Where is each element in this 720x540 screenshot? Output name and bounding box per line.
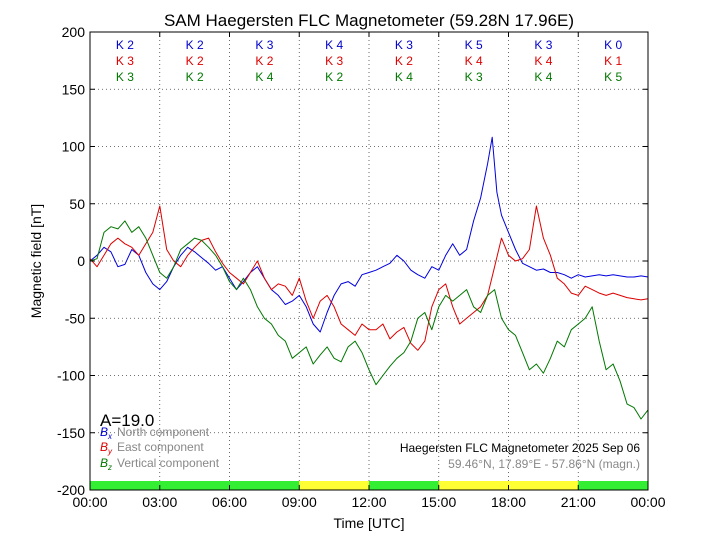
- k-index-z: K 4: [395, 70, 413, 84]
- k-index-z: K 2: [186, 70, 204, 84]
- k-index-x: K 2: [116, 38, 134, 52]
- k-index-x: K 4: [325, 38, 343, 52]
- k-index-y: K 4: [465, 54, 483, 68]
- x-axis-ticks: 00:00 03:00 06:00 09:00 12:00 15:00 18:00 21:00…: [72, 32, 666, 510]
- legend-label-north: North component: [117, 425, 210, 439]
- k-index-x: K 3: [395, 38, 413, 52]
- x-tick-label: 21:00: [561, 494, 596, 510]
- x-tick-label: 18:00: [491, 494, 526, 510]
- x-tick-label: 12:00: [351, 494, 386, 510]
- k-index-z: K 4: [255, 70, 273, 84]
- grid: [90, 32, 648, 490]
- legend-symbol-east: By: [100, 440, 113, 456]
- k-index-y: K 2: [186, 54, 204, 68]
- x-tick-label: 06:00: [212, 494, 247, 510]
- k-index-x: K 3: [534, 38, 552, 52]
- x-tick-label: 00:00: [72, 494, 107, 510]
- y-tick-label: -100: [57, 368, 85, 384]
- series-line-north-component: [89, 136, 649, 333]
- k-index-y: K 2: [255, 54, 273, 68]
- k-index-z: K 3: [116, 70, 134, 84]
- legend-label-east: East component: [117, 440, 204, 454]
- station-info-title: Haegersten FLC Magnetometer 2025 Sep 06: [400, 441, 640, 455]
- k-index-z: K 5: [604, 70, 622, 84]
- k-index-labels: K 2 K 3 K 3 K 2 K 2 K 2 K 3 K 2 K 4 K 4 K 3 K 2 K 3 K…: [116, 38, 623, 84]
- legend-label-vertical: Vertical component: [117, 456, 220, 470]
- station-info-coords: 59.46°N, 17.89°E - 57.86°N (magn.): [448, 457, 640, 471]
- activity-segment: [299, 481, 369, 490]
- k-index-y: K 3: [325, 54, 343, 68]
- series-line-vertical-component: [89, 220, 649, 420]
- legend-entry-north: Bx North component: [100, 425, 210, 441]
- activity-segment: [90, 481, 300, 490]
- k-index-x: K 2: [186, 38, 204, 52]
- series-lines: [89, 136, 649, 420]
- k-index-x: K 0: [604, 38, 622, 52]
- activity-segment: [369, 481, 439, 490]
- k-index-z: K 3: [465, 70, 483, 84]
- legend: Bx North component By East component Bz …: [100, 425, 220, 472]
- y-tick-label: 150: [62, 81, 86, 97]
- legend-symbol-north: Bx: [100, 425, 113, 441]
- activity-segment: [578, 481, 648, 490]
- y-tick-label: -200: [57, 482, 85, 498]
- legend-symbol-vertical: Bz: [100, 456, 112, 472]
- legend-entry-vertical: Bz Vertical component: [100, 456, 220, 472]
- x-tick-label: 00:00: [630, 494, 665, 510]
- k-index-y: K 2: [395, 54, 413, 68]
- y-tick-label: 100: [62, 139, 86, 155]
- chart-title: SAM Haegersten FLC Magnetometer (59.28N …: [164, 11, 574, 30]
- k-index-y: K 1: [604, 54, 622, 68]
- x-tick-label: 09:00: [282, 494, 317, 510]
- y-tick-label: 0: [77, 253, 85, 269]
- y-axis-label: Magnetic field [nT]: [28, 204, 44, 318]
- y-axis-ticks: -200 -150 -100 -50 0 50 100 150 200: [57, 24, 648, 498]
- k-index-z: K 4: [534, 70, 552, 84]
- k-index-x: K 5: [465, 38, 483, 52]
- y-tick-label: -150: [57, 425, 85, 441]
- legend-entry-east: By East component: [100, 440, 204, 456]
- k-index-y: K 3: [116, 54, 134, 68]
- series-line-east-component: [89, 205, 649, 351]
- k-index-x: K 3: [255, 38, 273, 52]
- y-tick-label: 200: [62, 24, 86, 40]
- x-tick-label: 15:00: [421, 494, 456, 510]
- y-tick-label: 50: [69, 196, 85, 212]
- x-tick-label: 03:00: [142, 494, 177, 510]
- a-index-label: A=19.0: [100, 411, 154, 430]
- x-axis-label: Time [UTC]: [333, 515, 404, 531]
- k-index-y: K 4: [534, 54, 552, 68]
- y-tick-label: -50: [65, 310, 85, 326]
- k-index-z: K 2: [325, 70, 343, 84]
